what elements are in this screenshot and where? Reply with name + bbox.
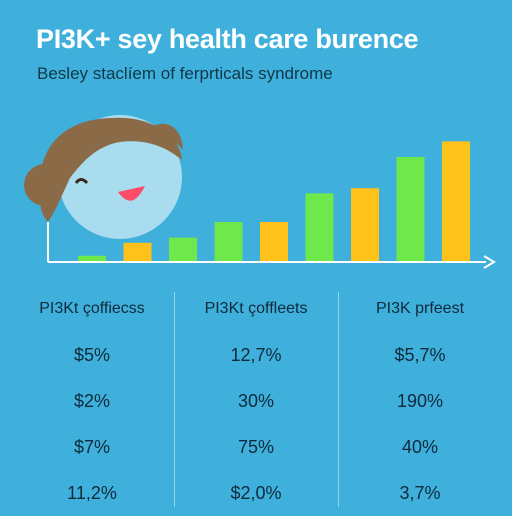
bar-chart (24, 115, 496, 269)
bar-1 (78, 255, 106, 261)
character-eye (74, 178, 89, 185)
chart-title: PI3K+ sey health care burence (36, 24, 419, 54)
table-cell: $2% (73, 391, 111, 411)
table-cell: $7% (73, 437, 111, 457)
bar-7 (351, 188, 379, 261)
table-column-1: PI3Kt çoffiecss $5% $2% $7% 11,2% (12, 290, 172, 512)
chart-subtitle: Besley staclíem of ferprticals syndrome (37, 64, 333, 83)
bar-3 (169, 237, 197, 261)
character-hair (39, 117, 183, 222)
bars-group (78, 141, 470, 261)
bar-8 (396, 157, 425, 261)
x-axis-arrow (483, 255, 496, 269)
table-cell: $5% (73, 345, 111, 365)
bar-9 (442, 141, 470, 261)
table-cell: 30% (237, 391, 275, 411)
table-cell: $5,7% (394, 345, 446, 365)
bar-5 (260, 222, 288, 261)
table-column-2: PI3Kt çoffleets 12,7% 30% 75% $2,0% (176, 290, 336, 512)
hair-tuft (150, 123, 183, 150)
column-header-3: PI3K prfeest (375, 300, 465, 317)
character-mouth (118, 186, 145, 201)
table-cell: 3,7% (399, 483, 441, 503)
bar-2 (123, 242, 152, 261)
bar-6 (305, 193, 334, 261)
column-divider (338, 292, 339, 507)
table-cell: 190% (396, 391, 444, 411)
table-cell: 75% (237, 437, 275, 457)
column-header-2: PI3Kt çoffleets (204, 300, 308, 317)
stats-table: PI3Kt çoffiecss $5% $2% $7% 11,2% PI3Kt … (0, 290, 512, 512)
table-cell: 12,7% (230, 345, 282, 365)
table-cell: $2,0% (230, 483, 282, 503)
column-header-1: PI3Kt çoffiecss (39, 300, 145, 317)
table-cell: 11,2% (67, 483, 117, 503)
character-illustration (24, 115, 183, 239)
bar-4 (214, 222, 243, 261)
table-column-3: PI3K prfeest $5,7% 190% 40% 3,7% (340, 290, 500, 512)
table-cell: 40% (401, 437, 439, 457)
column-divider (174, 292, 175, 507)
